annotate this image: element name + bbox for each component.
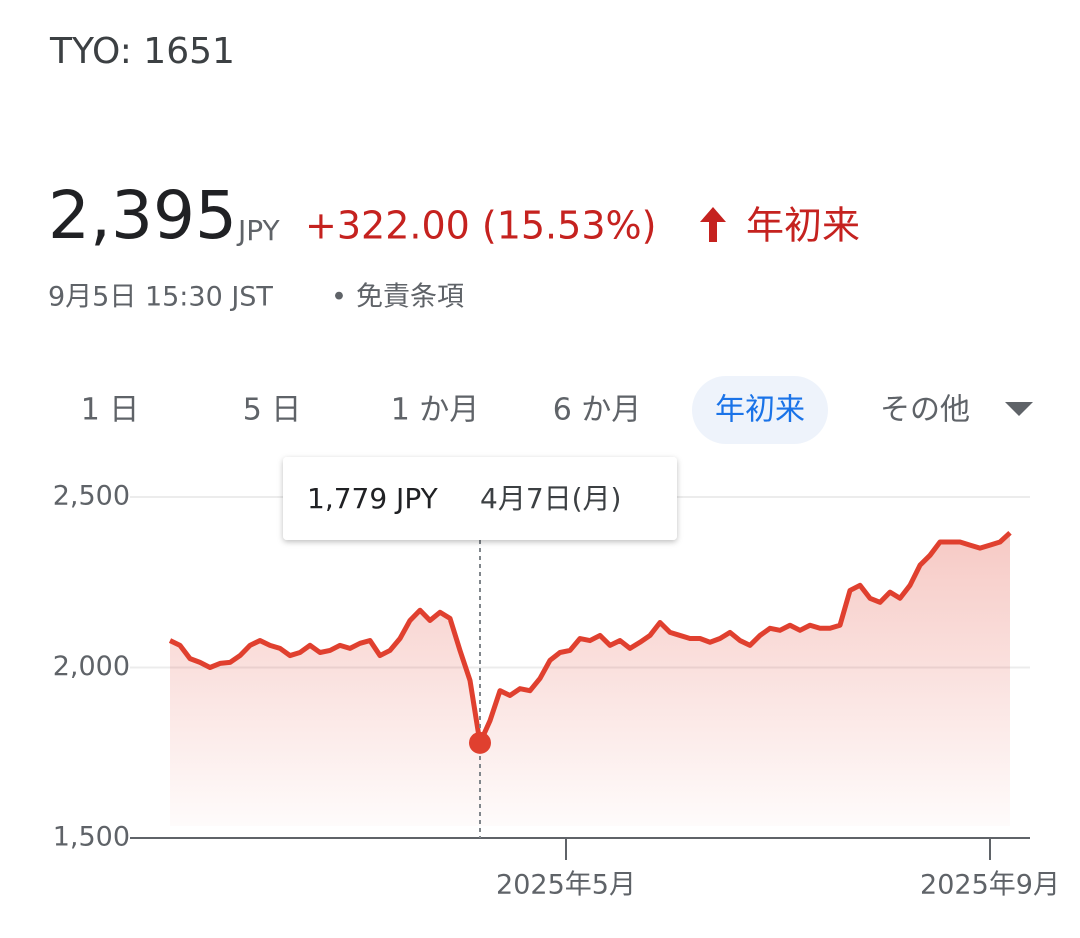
- separator: •: [331, 282, 347, 313]
- up-arrow: [700, 207, 726, 242]
- tab[interactable]: 1 日: [81, 393, 140, 428]
- active-tab-bg: [692, 376, 828, 444]
- price-line: [168, 530, 1012, 746]
- dropdown-arrow[interactable]: [1005, 402, 1033, 416]
- change: +322.00 (15.53%): [305, 204, 656, 248]
- x-tick-label: 2025年5月: [496, 870, 636, 901]
- tab-bar: 1 日 5 日 1 か月 6 か月 年初来 その他: [81, 376, 970, 444]
- chart: 1,500 2,000 2,500 2025年5月 2025年9月 1,779 JPY 4月…: [53, 457, 1060, 901]
- marker-dot: [469, 731, 491, 754]
- ticker: TYO: 1651: [49, 31, 235, 72]
- tooltip-date: 4月7日(月): [480, 482, 621, 515]
- disclaimer[interactable]: 免責条項: [356, 282, 464, 313]
- tab[interactable]: 6 か月: [553, 393, 642, 428]
- y-tick-label: 1,500: [53, 822, 130, 853]
- timestamp: 9月5日 15:30 JST: [48, 282, 273, 313]
- y-tick-label: 2,000: [53, 651, 130, 682]
- tab[interactable]: その他: [880, 393, 970, 428]
- currency: JPY: [236, 214, 281, 247]
- y-tick-label: 2,500: [53, 481, 130, 512]
- tab[interactable]: 5 日: [243, 393, 302, 428]
- tooltip: [283, 457, 677, 540]
- tab[interactable]: 年初来: [715, 393, 805, 428]
- area: [170, 532, 1010, 826]
- period: 年初来: [746, 204, 860, 248]
- tab[interactable]: 1 か月: [391, 393, 480, 428]
- tooltip-value: 1,779 JPY: [307, 482, 439, 515]
- price: 2,395: [48, 177, 237, 254]
- x-tick-label: 2025年9月: [920, 870, 1060, 901]
